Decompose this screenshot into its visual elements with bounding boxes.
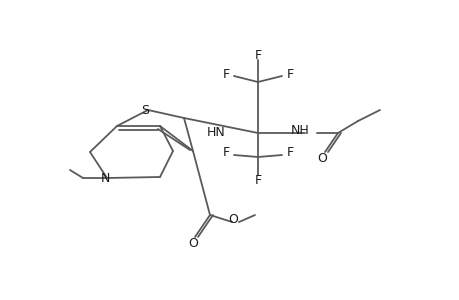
Text: F: F bbox=[286, 68, 293, 80]
Text: F: F bbox=[254, 175, 261, 188]
Text: F: F bbox=[222, 146, 229, 160]
Text: O: O bbox=[316, 152, 326, 166]
Text: HN: HN bbox=[206, 127, 225, 140]
Text: O: O bbox=[188, 238, 197, 250]
Text: F: F bbox=[254, 49, 261, 62]
Text: N: N bbox=[100, 172, 109, 184]
Text: F: F bbox=[222, 68, 229, 80]
Text: O: O bbox=[228, 214, 237, 226]
Text: S: S bbox=[141, 104, 149, 118]
Text: NH: NH bbox=[290, 124, 309, 136]
Text: F: F bbox=[286, 146, 293, 160]
